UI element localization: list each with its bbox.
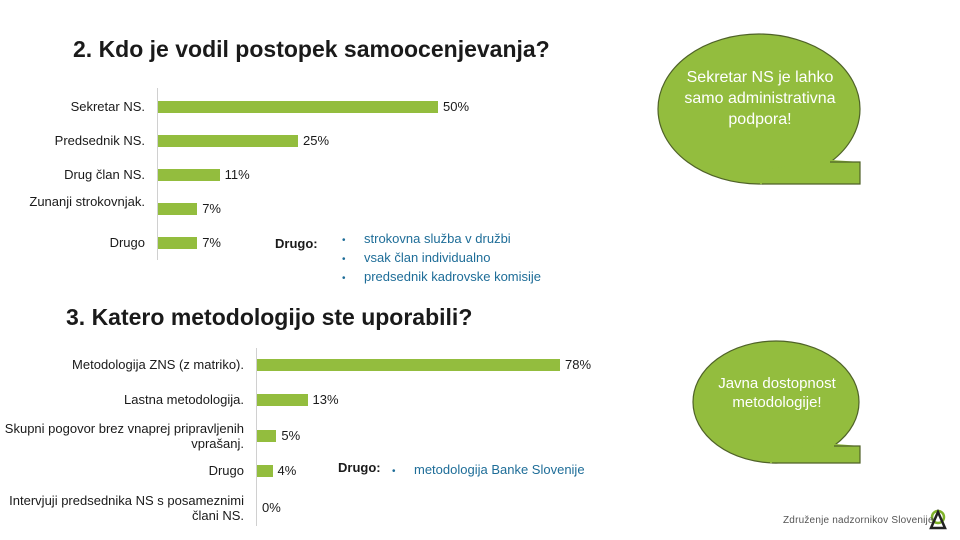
- category-label: Zunanji strokovnjak.: [29, 194, 145, 209]
- bubble-2-text: Javna dostopnost metodologije!: [718, 375, 836, 411]
- list-item: • predsednik kadrovske komisije: [342, 269, 542, 284]
- bar: [158, 237, 198, 249]
- bar: [257, 465, 273, 477]
- chart2-other-list: • metodologija Banke Slovenije: [392, 461, 585, 480]
- bar: [158, 169, 220, 181]
- data-label: 11%: [224, 167, 250, 182]
- data-label: 78%: [565, 357, 592, 372]
- chart2-title: 3. Katero metodologijo ste uporabili?: [66, 304, 473, 330]
- data-label: 7%: [202, 201, 221, 216]
- chart2-axis: [256, 348, 257, 526]
- list-item: • metodologija Banke Slovenije: [392, 462, 585, 477]
- data-label: 7%: [202, 235, 221, 250]
- speech-bubble-2: [692, 340, 861, 464]
- bar: [257, 359, 561, 371]
- footer-org-name: Združenje nadzornikov Slovenije: [783, 515, 934, 526]
- list-item: • strokovna služba v družbi: [342, 231, 511, 246]
- bar: [158, 101, 438, 113]
- category-label: Drug član NS.: [64, 167, 145, 182]
- category-label: Predsednik NS.: [54, 133, 145, 148]
- bar: [257, 394, 308, 406]
- chart1-axis: [157, 88, 158, 260]
- category-label: Drugo: [208, 463, 244, 478]
- bar: [257, 430, 277, 442]
- data-label: 50%: [443, 99, 470, 114]
- data-label: 0%: [262, 500, 281, 515]
- category-label: Intervjuji predsednika NS s posameznimi …: [9, 493, 244, 523]
- chart2-other-label: Drugo:: [338, 460, 381, 475]
- chart1-other-label: Drugo:: [275, 236, 318, 251]
- category-label: Lastna metodologija.: [124, 392, 244, 407]
- bar: [158, 203, 198, 215]
- list-item: • vsak član individualno: [342, 250, 491, 265]
- speech-bubble-1: [657, 33, 861, 185]
- bar: [158, 135, 298, 147]
- chart1-other-list: • strokovna služba v družbi • vsak član in…: [342, 230, 541, 287]
- category-label: Drugo: [109, 235, 145, 250]
- data-label: 13%: [312, 392, 339, 407]
- chart1-title: 2. Kdo je vodil postopek samoocenjevanja…: [73, 36, 550, 62]
- bubble-1-text: Sekretar NS je lahko samo administrativn…: [684, 69, 836, 128]
- category-label: Sekretar NS.: [70, 99, 145, 114]
- logo-icon: [929, 508, 947, 530]
- data-label: 5%: [281, 428, 301, 443]
- data-label: 25%: [303, 133, 330, 148]
- category-label: Skupni pogovor brez vnaprej pripravljeni…: [4, 421, 244, 451]
- category-label: Metodologija ZNS (z matriko).: [72, 357, 244, 372]
- data-label: 4%: [277, 463, 297, 478]
